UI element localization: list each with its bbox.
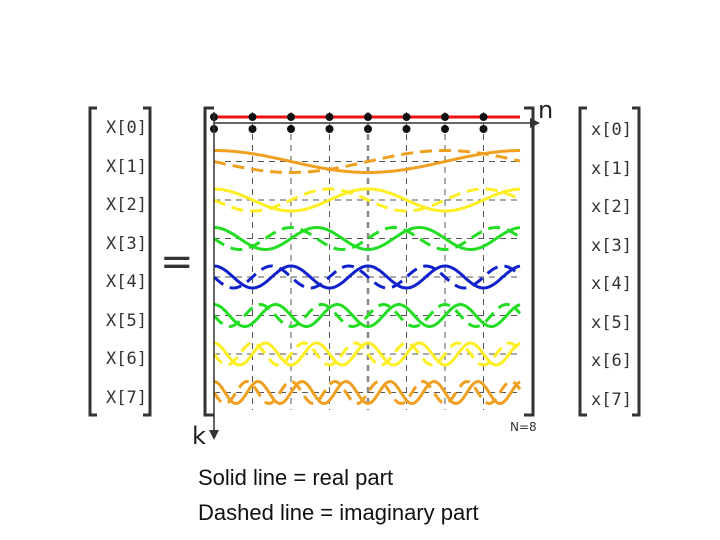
sample-dot <box>364 113 372 121</box>
sample-dot <box>402 113 411 121</box>
n-axis-label: n <box>538 96 554 124</box>
left-vector-entry: X[4] <box>106 272 147 292</box>
imaginary-part-wave <box>212 302 522 329</box>
imaginary-part-wave <box>213 264 521 290</box>
real-part-wave <box>213 264 521 290</box>
sample-dot <box>287 125 295 133</box>
sample-dot <box>479 113 488 121</box>
sample-dot <box>325 125 334 133</box>
left-vector-entry: X[7] <box>106 387 147 408</box>
left-vector-entry: X[3] <box>106 233 147 254</box>
equals-sign: = <box>160 239 194 285</box>
left-vector-entry: X[6] <box>106 349 147 369</box>
right-vector-entry: x[0] <box>591 120 632 140</box>
real-part-wave <box>214 149 520 174</box>
caption-imaginary: Dashed line = imaginary part <box>198 500 479 525</box>
k-axis-arrow <box>209 112 219 440</box>
k-axis-label: k <box>192 422 206 450</box>
sample-dot <box>325 113 334 121</box>
real-part-wave <box>214 226 521 251</box>
left-vector-bracket <box>88 106 152 417</box>
imaginary-part-wave <box>212 341 522 367</box>
sample-dot <box>402 125 411 133</box>
left-vector-entry: X[1] <box>106 156 147 177</box>
sample-dot <box>479 125 488 133</box>
left-vector-entry: X[2] <box>106 195 147 215</box>
right-vector-entry: x[4] <box>591 274 632 294</box>
caption-real: Solid line = real part <box>198 465 394 490</box>
sample-dot <box>441 113 449 121</box>
sample-dot <box>441 125 449 133</box>
sample-dot <box>248 113 257 121</box>
size-label: N=8 <box>510 420 537 434</box>
right-vector-entry: x[3] <box>591 235 632 256</box>
real-part-wave <box>214 187 521 213</box>
sample-dot <box>287 113 295 121</box>
right-vector-entry: x[1] <box>591 158 632 179</box>
right-vector-entry: x[7] <box>591 389 632 410</box>
sample-dot <box>364 125 372 133</box>
sample-dots <box>210 113 488 133</box>
left-vector-entry: X[5] <box>106 310 147 331</box>
real-part-wave <box>213 379 521 406</box>
matrix-bracket <box>203 106 535 417</box>
sample-dot <box>248 125 257 133</box>
real-part-wave <box>213 341 521 367</box>
imaginary-part-wave <box>212 379 522 406</box>
right-vector-entry: x[2] <box>591 197 632 217</box>
imaginary-part-wave <box>213 149 521 174</box>
right-vector-bracket <box>578 106 641 417</box>
n-axis-arrow <box>214 118 540 128</box>
right-vector-entry: x[5] <box>591 312 632 333</box>
real-part-wave <box>213 302 521 329</box>
imaginary-part-wave <box>213 187 521 213</box>
left-vector-entry: X[0] <box>106 118 147 138</box>
right-vector-entry: x[6] <box>591 351 632 371</box>
